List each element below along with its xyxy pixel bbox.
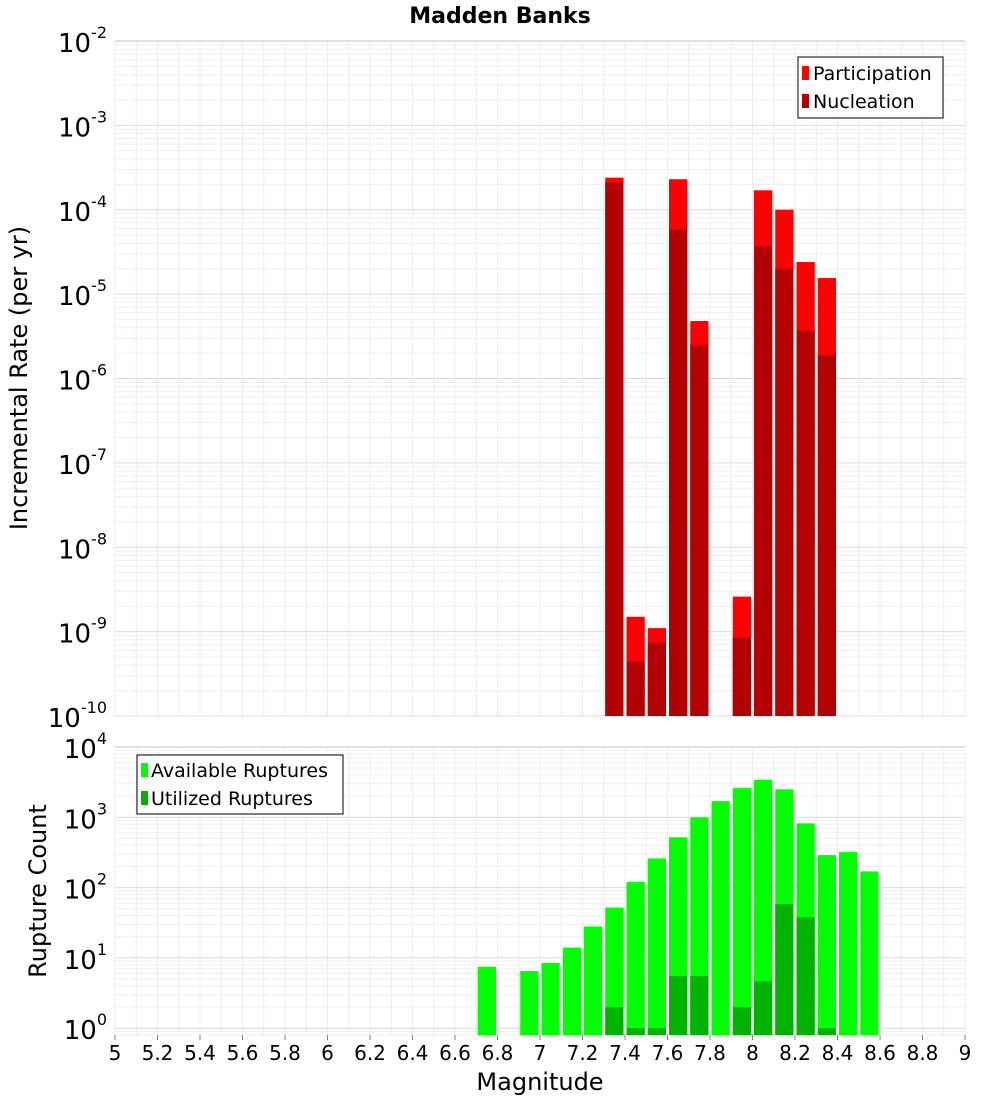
count-bar-available-ruptures [732,788,751,1035]
rate-bar-nucleation [669,229,688,717]
rate-bar-nucleation [732,637,751,716]
legend-swatch-participation [802,66,809,80]
count-bar-available-ruptures [860,871,879,1035]
count-bar-utilized-ruptures [775,904,794,1035]
chart-title: Madden Banks [409,4,590,29]
rate-y-tick-label: 10-7 [58,445,107,481]
count-bar-utilized-ruptures [626,1028,645,1035]
count-bar-utilized-ruptures [796,917,815,1035]
count-y-tick-label: 100 [64,1010,107,1046]
magnitude-x-ticks: 5 5.2 5.4 5.6 5.8 6 6.2 6.4 6.6 6.8 7 7.2 7.4 7.6 7.8 8… [109,1035,972,1065]
count-y-tick-label: 101 [64,940,107,976]
x-tick-label: 8.8 [907,1041,939,1065]
rate-legend-box [797,56,944,119]
rate-y-tick-label: 10-9 [58,614,107,650]
x-tick-label: 6.2 [354,1041,386,1065]
x-tick-label: 9 [959,1041,972,1065]
x-tick-label: 6.8 [482,1041,514,1065]
x-tick-label: 5.4 [184,1041,216,1065]
rate-y-tick-label: 10-3 [58,107,107,143]
count-y-ticks: 100 101 102 103 104 [64,729,107,1046]
legend-label-available: Available Ruptures [151,760,328,782]
rate-panel: 10-10 10-9 10-8 10-7 10-6 10-5 10-4 10-3 10-2 In… [5,23,966,734]
rate-y-tick-label: 10-8 [58,529,107,565]
count-bar-available-ruptures [647,858,666,1035]
x-tick-label: 7.2 [567,1041,599,1065]
count-bar-available-ruptures [839,852,858,1035]
legend-swatch-nucleation [802,94,809,108]
x-tick-label: 6.6 [439,1041,471,1065]
x-tick-label: 6.4 [397,1041,429,1065]
count-legend: Available Ruptures Utilized Ruptures [136,754,344,815]
count-bar-available-ruptures [626,882,645,1035]
rate-bar-nucleation [796,330,815,716]
count-bar-utilized-ruptures [605,1007,624,1035]
x-tick-label: 8 [746,1041,759,1065]
count-y-axis-label: Rupture Count [24,804,52,978]
count-bar-available-ruptures [817,855,836,1035]
legend-swatch-utilized [141,791,148,805]
count-bar-available-ruptures [541,962,560,1035]
rate-y-tick-label: 10-2 [58,23,107,59]
count-y-tick-label: 104 [64,729,107,765]
magnitude-x-axis-label: Magnitude [476,1068,603,1096]
rate-bar-nucleation [817,354,836,716]
count-bar-utilized-ruptures [817,1028,836,1035]
rate-bar-nucleation [690,344,709,716]
legend-swatch-available [141,763,148,777]
count-bar-utilized-ruptures [732,1007,751,1035]
rate-y-tick-label: 10-10 [48,698,107,734]
count-bar-available-ruptures [477,966,496,1035]
rate-grid [114,41,966,717]
count-bar-available-ruptures [754,779,773,1035]
x-tick-label: 8.4 [822,1041,854,1065]
count-bar-available-ruptures [562,947,581,1035]
count-bar-utilized-ruptures [669,976,688,1035]
x-tick-label: 7.4 [609,1041,641,1065]
rate-y-tick-label: 10-6 [58,361,107,397]
rate-bar-nucleation [626,661,645,716]
x-tick-label: 7 [534,1041,547,1065]
count-bar-utilized-ruptures [754,980,773,1035]
count-y-tick-label: 103 [64,799,107,835]
x-tick-label: 7.6 [652,1041,684,1065]
rate-bar-nucleation [647,642,666,716]
x-tick-label: 5.8 [269,1041,301,1065]
x-tick-label: 5.6 [227,1041,259,1065]
x-tick-label: 7.8 [694,1041,726,1065]
rate-y-axis-label: Incremental Rate (per yr) [5,226,33,530]
count-panel: 100 101 102 103 104 5 5.2 5.4 5.6 5.8 6 6.2 6.4 6.6 6… [24,729,971,1096]
x-tick-label: 6 [321,1041,334,1065]
rate-bar-nucleation [754,246,773,716]
rate-bar-nucleation [605,182,624,716]
x-tick-label: 5 [109,1041,122,1065]
x-tick-label: 8.6 [864,1041,896,1065]
x-tick-label: 5.2 [142,1041,174,1065]
count-bar-available-ruptures [605,907,624,1035]
x-tick-label: 8.2 [779,1041,811,1065]
count-legend-box [136,754,344,815]
rate-bar-nucleation [775,268,794,716]
legend-label-nucleation: Nucleation [813,91,915,113]
count-bar-available-ruptures [520,971,539,1035]
rate-y-tick-label: 10-5 [58,276,107,312]
count-bars [477,779,879,1035]
rate-y-tick-label: 10-4 [58,192,107,228]
count-bar-utilized-ruptures [647,1028,666,1035]
rate-bars [605,177,836,717]
count-bar-available-ruptures [711,801,730,1035]
count-bar-available-ruptures [584,926,603,1035]
legend-label-participation: Participation [813,63,932,85]
rate-y-ticks: 10-10 10-9 10-8 10-7 10-6 10-5 10-4 10-3 10-2 [48,23,107,734]
count-y-tick-label: 102 [64,870,107,906]
rate-legend: Participation Nucleation [797,56,944,119]
count-bar-utilized-ruptures [690,976,709,1035]
legend-label-utilized: Utilized Ruptures [151,788,313,810]
